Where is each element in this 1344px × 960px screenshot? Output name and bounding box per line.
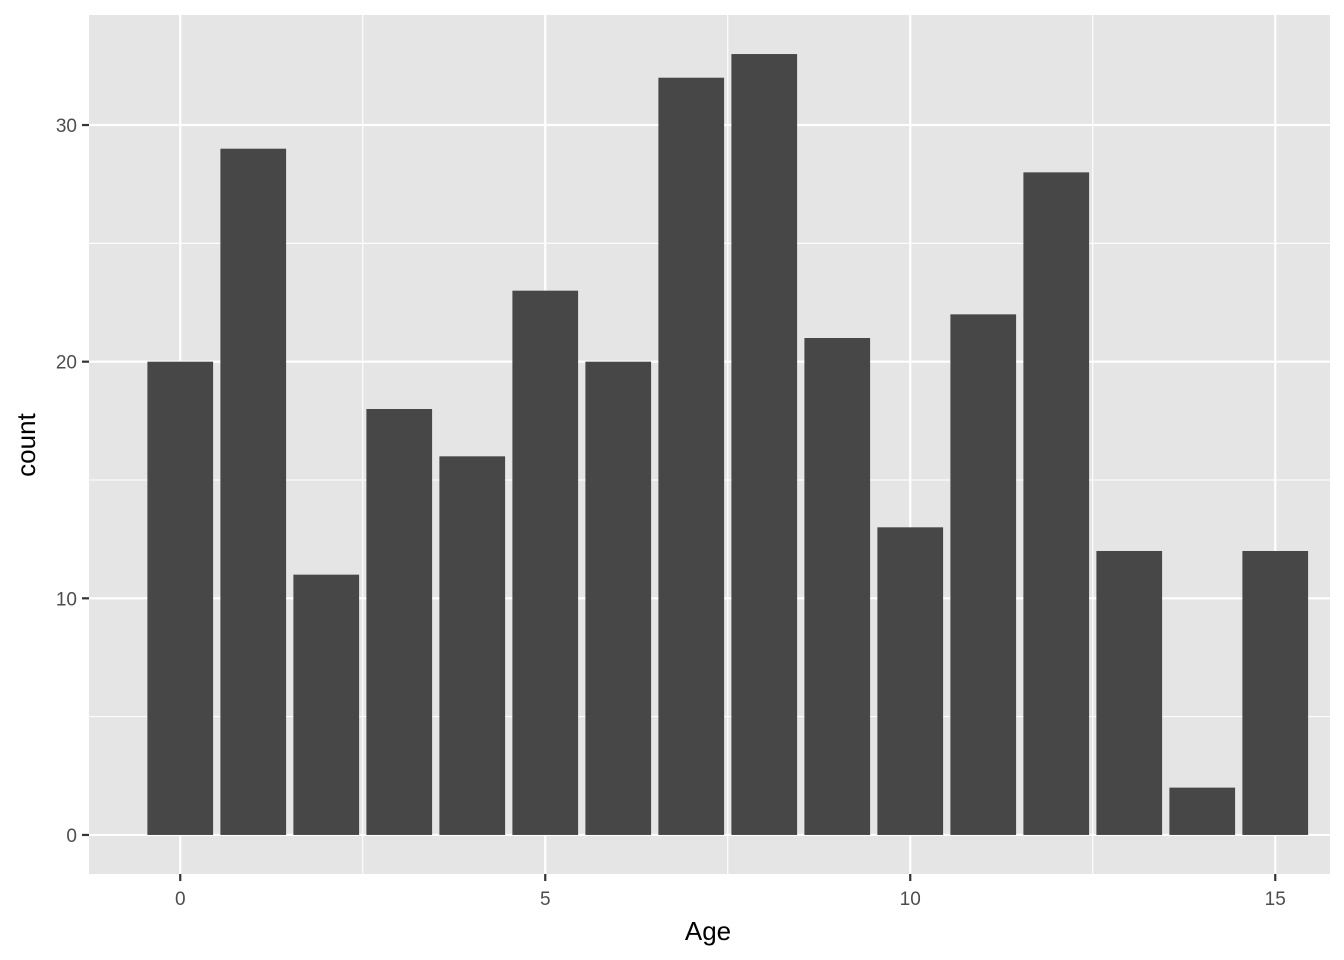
y-tick-label: 20: [56, 353, 77, 374]
bar-age-5: [512, 290, 579, 835]
y-tick-label: 30: [56, 116, 77, 137]
bar-age-4: [439, 456, 506, 835]
bar-age-3: [366, 409, 433, 835]
y-axis-title: count: [11, 412, 41, 476]
x-tick-label: 10: [900, 889, 921, 910]
x-tick-label: 5: [540, 889, 551, 910]
bar-age-9: [804, 338, 871, 835]
bar-age-15: [1242, 550, 1309, 835]
bar-age-0: [147, 361, 214, 835]
bar-age-7: [658, 77, 725, 835]
y-tick-label: 10: [56, 589, 77, 610]
bar-age-2: [293, 574, 360, 835]
bar-age-14: [1169, 787, 1236, 835]
y-axis: 0 10 20 30: [56, 116, 89, 847]
bar-age-12: [1023, 172, 1090, 835]
x-axis: 0 5 10 15: [175, 874, 1286, 910]
bar-age-8: [731, 54, 798, 835]
bar-age-13: [1096, 550, 1163, 835]
x-tick-label: 0: [175, 889, 186, 910]
bar-age-6: [585, 361, 652, 835]
x-tick-label: 15: [1265, 889, 1286, 910]
bar-age-1: [220, 148, 287, 835]
x-axis-title: Age: [685, 916, 731, 946]
bars: [147, 54, 1309, 835]
y-tick-label: 0: [66, 826, 77, 847]
bar-age-11: [950, 314, 1017, 835]
bar-age-10: [877, 527, 944, 835]
